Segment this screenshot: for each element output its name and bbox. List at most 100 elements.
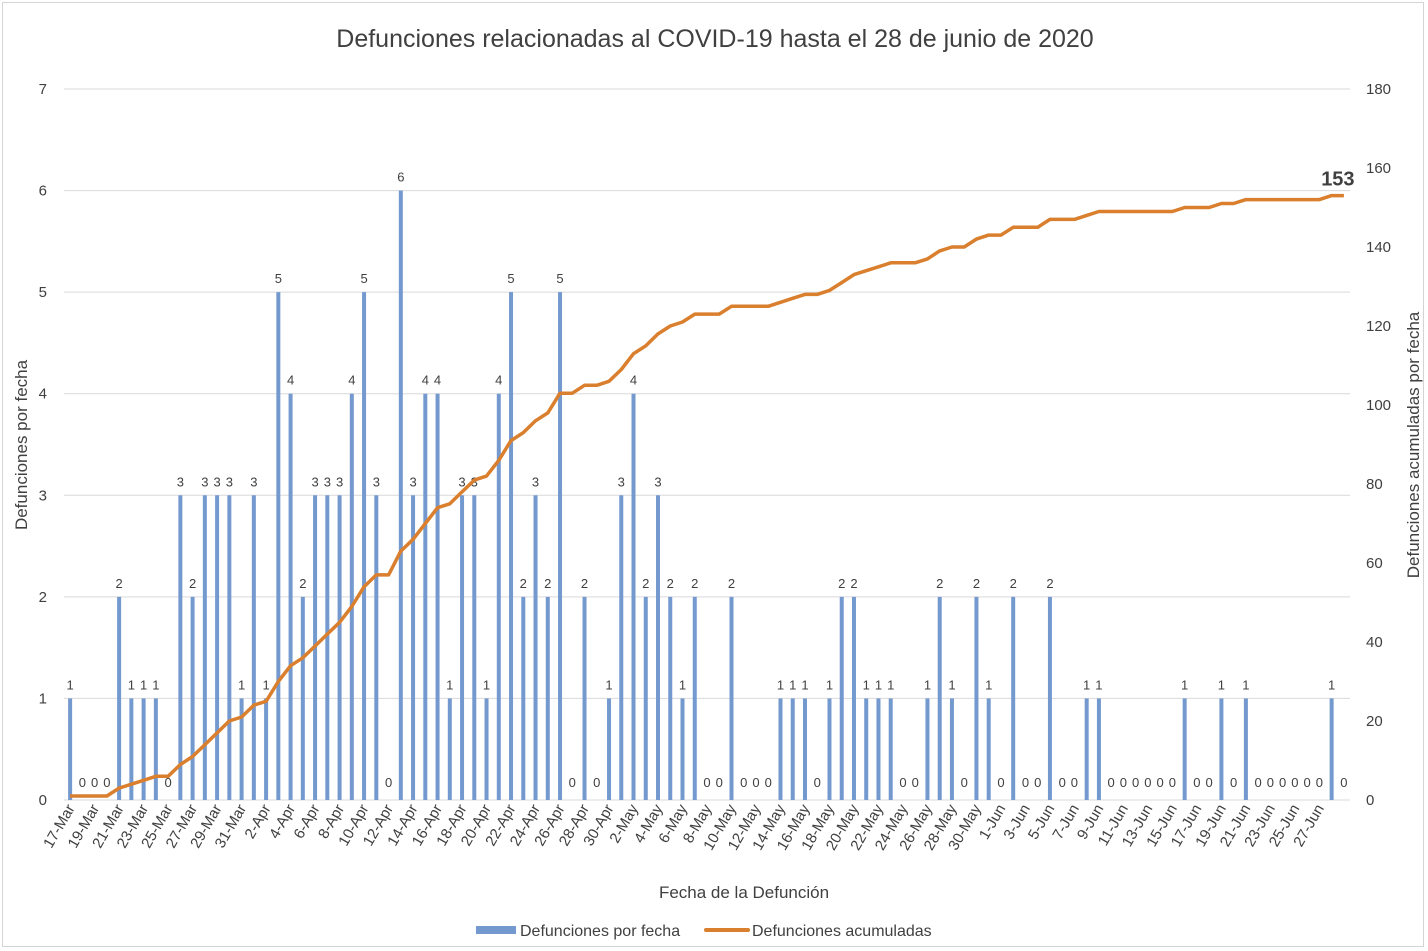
bar-data-label: 2: [189, 576, 196, 591]
y-tick-label: 7: [39, 81, 47, 98]
bar: [460, 495, 465, 800]
bar-data-label: 2: [520, 576, 527, 591]
bar-data-label: 3: [618, 474, 625, 489]
bar-data-label: 1: [152, 677, 159, 692]
bar-data-label: 0: [1206, 775, 1213, 790]
bar-data-label: 0: [740, 775, 747, 790]
bar: [790, 698, 795, 800]
bar-data-label: 1: [1181, 677, 1188, 692]
bar: [117, 596, 122, 800]
bar: [839, 596, 844, 800]
bar-data-label: 0: [593, 775, 600, 790]
bar-data-label: 3: [213, 474, 220, 489]
bar-data-label: 0: [1120, 775, 1127, 790]
bar-data-label: 1: [875, 677, 882, 692]
bar-data-label: 0: [164, 775, 171, 790]
y2-tick-label: 180: [1366, 81, 1391, 98]
bar-data-label: 2: [544, 576, 551, 591]
bar: [300, 596, 305, 800]
y-tick-label: 1: [39, 690, 47, 707]
bar: [411, 495, 416, 800]
bar: [1084, 698, 1089, 800]
bar-series: [68, 190, 1334, 801]
bar: [1219, 698, 1224, 800]
bar-data-label: 1: [887, 677, 894, 692]
bar-data-label: 1: [483, 677, 490, 692]
bar-data-label: 1: [948, 677, 955, 692]
bar-data-label: 2: [1010, 576, 1017, 591]
bar-data-label: 0: [1059, 775, 1066, 790]
bar: [215, 495, 220, 800]
bar-data-label: 5: [556, 271, 563, 286]
bar: [276, 292, 281, 800]
bar: [178, 495, 183, 800]
bar-data-label: 1: [140, 677, 147, 692]
bar: [288, 393, 293, 800]
bar-data-label: 2: [115, 576, 122, 591]
bar-data-label: 6: [397, 170, 404, 185]
bar-data-label: 2: [1046, 576, 1053, 591]
bar: [864, 698, 869, 800]
bar-data-label: 4: [422, 373, 429, 388]
bar-data-label: 0: [1340, 775, 1347, 790]
bar: [876, 698, 881, 800]
y-tick-label: 0: [39, 792, 47, 809]
legend: Defunciones por fecha Defunciones acumul…: [476, 923, 932, 940]
x-axis-title: Fecha de la Defunción: [659, 883, 829, 902]
bar-data-label: 0: [912, 775, 919, 790]
bar-data-label: 2: [973, 576, 980, 591]
bar-data-label: 1: [801, 677, 808, 692]
gridlines: [64, 88, 1350, 801]
bar-data-label: 5: [507, 271, 514, 286]
bar: [851, 596, 856, 800]
bar-data-label: 1: [446, 677, 453, 692]
bar-data-label: 2: [728, 576, 735, 591]
bar: [264, 698, 269, 800]
bar-data-label: 4: [287, 373, 294, 388]
bar-data-label: 1: [985, 677, 992, 692]
bar: [1182, 698, 1187, 800]
y2-tick-label: 0: [1366, 792, 1374, 809]
bar-data-label: 0: [385, 775, 392, 790]
bar: [484, 698, 489, 800]
bar-data-label: 0: [1291, 775, 1298, 790]
bar: [533, 495, 538, 800]
bar-data-label: 0: [1230, 775, 1237, 790]
bar-data-label: 1: [1242, 677, 1249, 692]
bar-data-label: 1: [1328, 677, 1335, 692]
bar-data-label: 0: [1144, 775, 1151, 790]
bar-data-label: 3: [458, 474, 465, 489]
bar-data-label: 1: [777, 677, 784, 692]
bar-data-label: 0: [814, 775, 821, 790]
bar-data-label: 5: [360, 271, 367, 286]
bar-data-label: 2: [642, 576, 649, 591]
y-tick-label: 3: [39, 487, 47, 504]
y2-axis-title: Defunciones acumuladas por fecha: [1404, 311, 1423, 578]
bar: [925, 698, 930, 800]
bar: [937, 596, 942, 800]
bar-data-label: 1: [238, 677, 245, 692]
bar-data-label: 0: [1193, 775, 1200, 790]
bar: [1011, 596, 1016, 800]
cumulative-line: [70, 193, 1344, 798]
bar-data-label: 1: [826, 677, 833, 692]
bar-data-label: 1: [863, 677, 870, 692]
bar-data-label: 1: [789, 677, 796, 692]
y-tick-label: 4: [39, 386, 47, 403]
bar: [190, 596, 195, 800]
line-last-value-label: 153: [1321, 169, 1354, 191]
bar: [472, 495, 477, 800]
bar-data-label: 0: [1132, 775, 1139, 790]
bar-data-label: 0: [569, 775, 576, 790]
bar-data-label: 3: [311, 474, 318, 489]
bar: [729, 596, 734, 800]
bar: [619, 495, 624, 800]
bar-data-label: 3: [409, 474, 416, 489]
bar-data-label: 0: [716, 775, 723, 790]
bar-data-label: 3: [177, 474, 184, 489]
bar: [778, 698, 783, 800]
bar: [423, 393, 428, 800]
bar: [447, 698, 452, 800]
bar: [802, 698, 807, 800]
